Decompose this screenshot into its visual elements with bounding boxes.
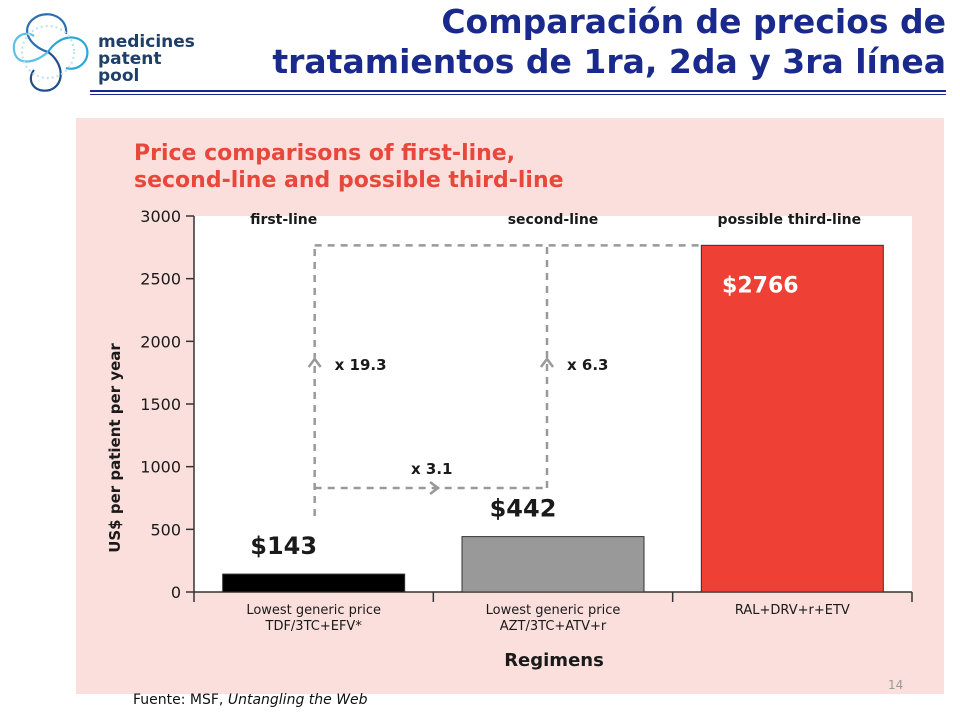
slide-title: Comparación de precios de tratamientos d… (186, 2, 946, 82)
bar (461, 536, 645, 593)
y-tick-label: 1000 (140, 458, 181, 477)
y-tick-label: 1500 (140, 395, 181, 414)
y-tick-label: 3000 (140, 207, 181, 226)
connector-arrowhead (540, 356, 554, 368)
chart-title: Price comparisons of first-line, second-… (134, 140, 564, 194)
logo: medicines patent pool (8, 6, 195, 98)
logo-line: patent (98, 49, 162, 69)
slide-title-line1: Comparación de precios de (441, 2, 946, 41)
logo-swirl-icon (12, 13, 89, 92)
source-work: Untangling the Web (227, 692, 368, 708)
y-tick-label: 2000 (140, 332, 181, 351)
title-divider (90, 90, 946, 92)
bar (222, 573, 406, 593)
bar-value-label: $442 (490, 495, 557, 523)
x-category-label: Lowest generic price (486, 603, 621, 618)
chart-title-line1: Price comparisons of first-line, (134, 141, 516, 166)
x-category-label: TDF/3TC+EFV* (265, 619, 363, 634)
connector-arrowhead (429, 481, 441, 495)
chart-panel: Price comparisons of first-line, second-… (76, 118, 944, 694)
bar-value-label: $2766 (722, 273, 799, 298)
price-chart: 0 500 1000 1500 2000 2500 3000 Lowest generic … (106, 207, 913, 671)
y-tick-label: 2500 (140, 270, 181, 289)
column-header: possible third-line (718, 212, 862, 228)
y-tick-label: 0 (171, 583, 181, 602)
chart-title-line2: second-line and possible third-line (134, 168, 564, 193)
ratio-annotation: x 19.3 (335, 356, 387, 374)
connector-arrowhead (307, 356, 322, 368)
logo-line: pool (98, 66, 140, 86)
labels: x 19.3 x 6.3 x 3.1 first-line second-line pos… (250, 212, 861, 560)
x-category-label: Lowest generic price (246, 603, 381, 618)
x-category-label: RAL+DRV+r+ETV (735, 603, 850, 618)
column-header: second-line (508, 212, 599, 228)
bar-value-label: $143 (250, 532, 317, 560)
ratio-annotation: x 6.3 (567, 356, 608, 374)
logo-line: medicines (98, 32, 195, 52)
bars (222, 244, 884, 593)
y-axis: 0 500 1000 1500 2000 2500 3000 (140, 207, 195, 602)
x-category-label: AZT/3TC+ATV+r (500, 619, 607, 634)
bar (700, 244, 884, 593)
column-header: first-line (250, 212, 317, 228)
title-divider-thin (90, 94, 946, 95)
source-label: Fuente: MSF, (133, 692, 224, 708)
source-citation: Fuente: MSF, Untangling the Web (133, 692, 368, 708)
slide-title-line2: tratamientos de 1ra, 2da y 3ra línea (272, 42, 946, 81)
ratio-connectors (307, 244, 702, 516)
y-axis-title: US$ per patient per year (106, 343, 124, 553)
ratio-annotation: x 3.1 (411, 460, 452, 478)
x-axis-title: Regimens (504, 650, 604, 671)
page-number: 14 (888, 678, 904, 692)
y-tick-label: 500 (150, 520, 181, 539)
logo-text: medicines patent pool (98, 34, 195, 85)
